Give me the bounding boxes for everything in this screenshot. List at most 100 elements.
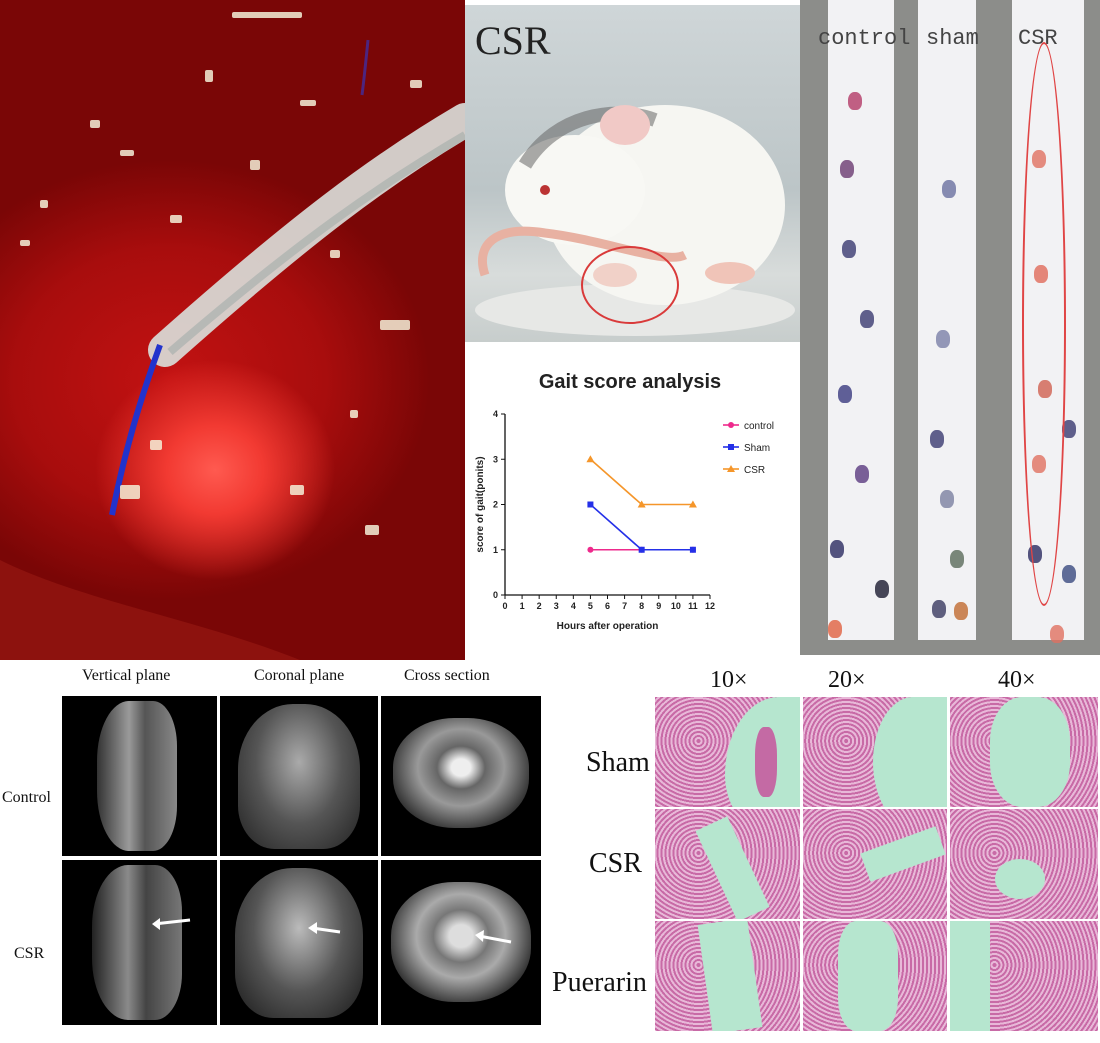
- legend-label: Sham: [744, 443, 770, 454]
- mri-row-csr: CSR: [14, 945, 45, 962]
- y-axis-label: score of gait(ponits): [475, 456, 486, 552]
- footprint-mark: [838, 385, 852, 403]
- footprint-mark: [942, 180, 956, 198]
- footprint-panel: control sham CSR: [800, 0, 1100, 655]
- highlight-circle: [581, 246, 679, 324]
- hist-sham-40x: [950, 697, 1098, 807]
- hist-row-csr: CSR: [589, 848, 642, 879]
- surgical-photo-illustration: [0, 39, 465, 660]
- y-tick-label: 4: [493, 409, 498, 419]
- tissue-highlight: [170, 215, 182, 223]
- tissue-highlight: [232, 12, 302, 18]
- x-tick-label: 2: [537, 601, 542, 611]
- tissue-highlight: [120, 485, 140, 499]
- footprint-mark: [932, 600, 946, 618]
- surgical-photo-panel: [0, 0, 465, 660]
- tissue-highlight: [120, 150, 134, 156]
- data-point: [637, 500, 646, 508]
- mri-panel: Vertical plane Coronal plane Cross secti…: [0, 663, 552, 1043]
- tissue-highlight: [90, 120, 100, 128]
- data-point: [587, 546, 594, 553]
- data-point: [586, 455, 595, 463]
- sham-strip: [918, 0, 976, 640]
- tissue-highlight: [330, 250, 340, 258]
- series-line-csr: [589, 458, 693, 506]
- mri-control-vertical: [62, 696, 217, 856]
- mri-csr-cross: [381, 860, 541, 1025]
- tissue-highlight: [350, 410, 358, 418]
- hist-sham-20x: [803, 697, 947, 807]
- chart-title: Gait score analysis: [539, 371, 721, 393]
- tissue-highlight: [20, 240, 30, 246]
- tissue-highlight: [380, 320, 410, 330]
- data-point: [688, 500, 697, 508]
- footprint-mark: [875, 580, 889, 598]
- x-tick-label: 11: [688, 601, 698, 611]
- footprint-mark: [842, 240, 856, 258]
- hist-col-20x: 20×: [828, 667, 866, 693]
- y-tick-label: 3: [493, 454, 498, 464]
- legend-marker: [728, 422, 734, 428]
- x-tick-label: 4: [571, 601, 576, 611]
- legend-label: control: [744, 421, 774, 432]
- tissue-highlight: [365, 525, 379, 535]
- hist-puerarin-40x: [950, 921, 1098, 1031]
- rat-photo-panel: CSR: [465, 5, 800, 342]
- tissue-highlight: [205, 70, 213, 82]
- x-tick-label: 3: [554, 601, 559, 611]
- strip-label-csr: CSR: [1018, 26, 1058, 51]
- tissue-highlight: [290, 485, 304, 495]
- mri-col-vertical: Vertical plane: [82, 667, 171, 684]
- rat-illustration: [475, 105, 795, 336]
- footprint-mark: [848, 92, 862, 110]
- footprint-mark: [828, 620, 842, 638]
- footprint-mark: [940, 490, 954, 508]
- x-tick-label: 6: [605, 601, 610, 611]
- x-tick-label: 7: [622, 601, 627, 611]
- hist-puerarin-20x: [803, 921, 947, 1031]
- hist-row-puerarin: Puerarin: [552, 967, 647, 998]
- rat-photo-title: CSR: [475, 18, 551, 63]
- strip-label-control: control: [818, 26, 911, 51]
- gait-chart-panel: Gait score analysis 0 1 2 3 4 5 6 7 8 9 10 11 12 0 1 2 3 4…: [465, 342, 800, 660]
- csr-highlight-ellipse: [1022, 42, 1066, 606]
- x-tick-label: 0: [502, 601, 507, 611]
- tissue-highlight: [410, 80, 422, 88]
- mri-col-cross: Cross section: [404, 667, 490, 684]
- hist-puerarin-10x: [655, 921, 800, 1031]
- strip-label-sham: sham: [926, 26, 979, 51]
- footprint-mark: [1062, 565, 1076, 583]
- hist-csr-20x: [803, 809, 947, 919]
- hist-col-40x: 40×: [998, 667, 1036, 693]
- footprint-mark: [954, 602, 968, 620]
- mri-control-coronal: [220, 696, 378, 856]
- histology-panel: 10× 20× 40× Sham CSR Puerarin: [552, 663, 1100, 1043]
- footprint-mark: [1050, 625, 1064, 643]
- x-tick-label: 10: [671, 601, 681, 611]
- hist-row-sham: Sham: [586, 747, 650, 778]
- x-tick-label: 1: [520, 601, 525, 611]
- hist-csr-40x: [950, 809, 1098, 919]
- mri-csr-vertical: [62, 860, 217, 1025]
- data-point: [689, 546, 696, 553]
- y-tick-label: 2: [493, 500, 498, 510]
- legend-marker: [728, 444, 734, 450]
- tissue-highlight: [150, 440, 162, 450]
- series-line-sham: [589, 503, 693, 551]
- y-tick-label: 1: [493, 545, 498, 555]
- tissue-highlight: [40, 200, 48, 208]
- hist-col-10x: 10×: [710, 667, 748, 693]
- footprint-mark: [855, 465, 869, 483]
- x-tick-label: 9: [656, 601, 661, 611]
- legend-label: CSR: [744, 465, 765, 476]
- footprint-mark: [1062, 420, 1076, 438]
- tissue-highlight: [300, 100, 316, 106]
- x-tick-label: 8: [639, 601, 644, 611]
- mri-csr-coronal: [220, 860, 378, 1025]
- data-point: [587, 501, 594, 508]
- footprint-mark: [840, 160, 854, 178]
- x-axis-label: Hours after operation: [557, 621, 659, 632]
- footprint-mark: [950, 550, 964, 568]
- footprint-mark: [930, 430, 944, 448]
